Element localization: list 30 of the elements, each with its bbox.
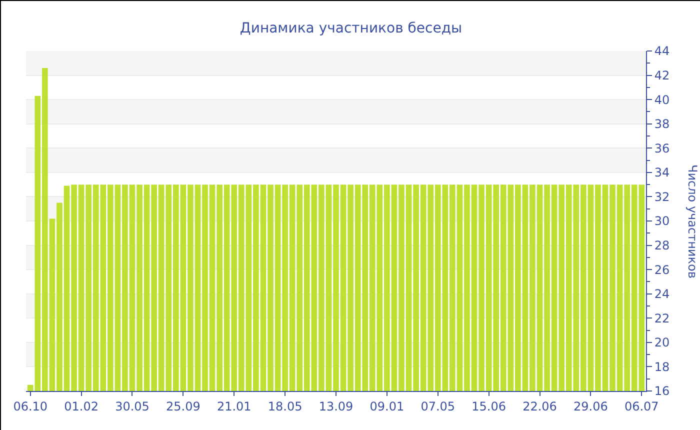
x-tick-label: 22.06 [522, 399, 557, 414]
x-tick-label: 21.01 [216, 399, 252, 414]
x-tick-label: 06.10 [13, 399, 48, 414]
x-tick-label: 18.05 [268, 399, 302, 414]
y-tick-label: 26 [654, 262, 670, 277]
chart-title: Динамика участников беседы [240, 20, 462, 36]
y-tick-label: 36 [654, 141, 670, 156]
y-tick-label: 38 [654, 117, 670, 132]
x-tick-label: 07.05 [420, 399, 456, 414]
y-tick-label: 18 [654, 360, 670, 374]
y-tick-label: 44 [654, 44, 670, 58]
x-tick-label: 30.05 [115, 399, 150, 414]
x-tick-label: 13.09 [318, 399, 354, 414]
x-tick-label: 09.01 [370, 399, 404, 414]
y-tick-label: 40 [654, 92, 670, 107]
x-tick-label: 29.06 [574, 399, 608, 414]
y-tick-label: 20 [654, 336, 670, 350]
x-tick-label: 15.06 [472, 399, 506, 414]
y-axis-title: Число участников [686, 164, 700, 278]
y-tick-label: 34 [654, 166, 670, 180]
y-tick-label: 28 [654, 238, 670, 252]
y-tick-label: 24 [654, 287, 670, 302]
y-tick-label: 42 [654, 68, 670, 82]
y-tick-label: 22 [654, 311, 670, 326]
x-tick-label: 01.02 [64, 399, 98, 414]
y-tick-label: 30 [654, 214, 670, 228]
x-tick-label: 25.09 [166, 399, 200, 414]
y-tick-label: 32 [654, 190, 670, 204]
y-tick-label: 16 [654, 384, 670, 398]
x-tick-label: 06.07 [624, 399, 659, 414]
